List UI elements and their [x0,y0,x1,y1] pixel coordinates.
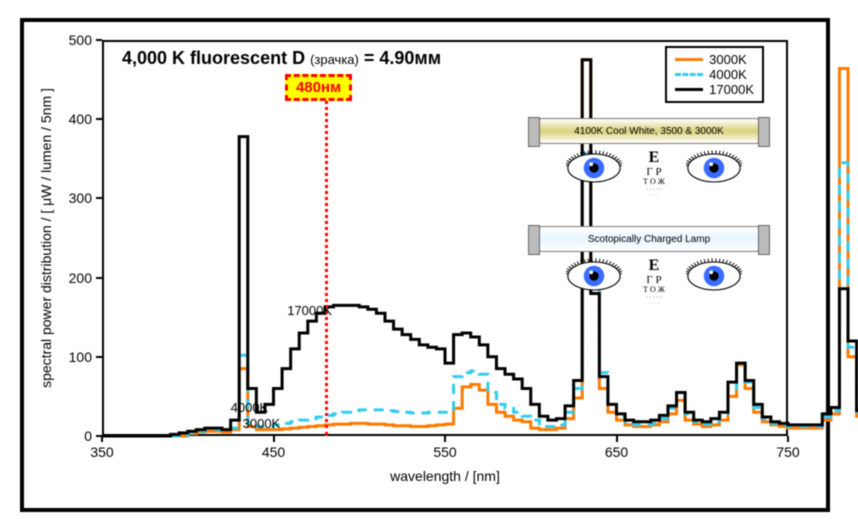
tube-scotopic: Scotopically Charged Lamp [538,226,760,252]
tube-cap-icon [528,117,540,147]
legend-label: 17000K [709,82,754,97]
y-tick-label: 300 [69,190,102,206]
legend: 3000K4000K17000K [665,46,764,103]
legend-item: 3000K [675,52,754,67]
x-tick-label: 350 [90,436,113,460]
illustration-scotopic-lamp: Scotopically Charged Lamp EГ РТ О Ж· · ·… [538,226,770,305]
y-tick-label: 100 [69,349,102,365]
inline-label: 3000K [243,416,281,431]
y-tick-label: 500 [69,32,102,48]
x-tick-label: 750 [776,436,799,460]
eye-icon [686,150,742,186]
tube-standard-label: 4100K Cool White, 3500 & 3000K [574,126,724,137]
y-tick-label: 400 [69,111,102,127]
eye-icon [566,258,622,294]
eye-row: EГ РТ О Ж· · · · ·· · · · · · [538,258,770,305]
legend-item: 17000K [675,82,754,97]
chart-container: 4,000 K fluorescent D (зрачка) = 4.90мм … [20,18,830,512]
page-frame: 4,000 K fluorescent D (зрачка) = 4.90мм … [0,0,858,522]
tube-scotopic-label: Scotopically Charged Lamp [588,234,710,245]
annotation-box: 480нм [285,74,352,101]
tube-cap-icon [758,225,770,255]
legend-label: 4000K [709,67,747,82]
x-tick-label: 650 [605,436,628,460]
eyechart-icon: EГ РТ О Ж· · · · ·· · · · · · [630,150,678,197]
tube-cap-icon [758,117,770,147]
eye-row: EГ РТ О Ж· · · · ·· · · · · · [538,150,770,197]
x-tick-label: 450 [262,436,285,460]
x-axis-label: wavelength / [nm] [390,468,500,484]
annotation-line [325,100,328,436]
eye-icon [686,258,742,294]
tube-cap-icon [528,225,540,255]
legend-swatch-icon [675,58,703,61]
y-axis-label: spectral power distribution / [ μW / lum… [38,88,54,388]
legend-item: 4000K [675,67,754,82]
legend-swatch-icon [675,73,703,76]
inline-label: 4000K [231,400,269,415]
tube-standard: 4100K Cool White, 3500 & 3000K [538,118,760,144]
annotation-text: 480нм [296,79,341,96]
y-tick-label: 200 [69,270,102,286]
x-tick-label: 550 [433,436,456,460]
plot-area: 4,000 K fluorescent D (зрачка) = 4.90мм … [102,40,788,436]
eye-icon [566,150,622,186]
legend-swatch-icon [675,88,703,91]
illustration-standard-lamp: 4100K Cool White, 3500 & 3000K EГ РТ О Ж… [538,118,770,197]
eyechart-icon: EГ РТ О Ж· · · · ·· · · · · · [630,258,678,305]
inline-label: 17000K [287,303,332,318]
legend-label: 3000K [709,52,747,67]
